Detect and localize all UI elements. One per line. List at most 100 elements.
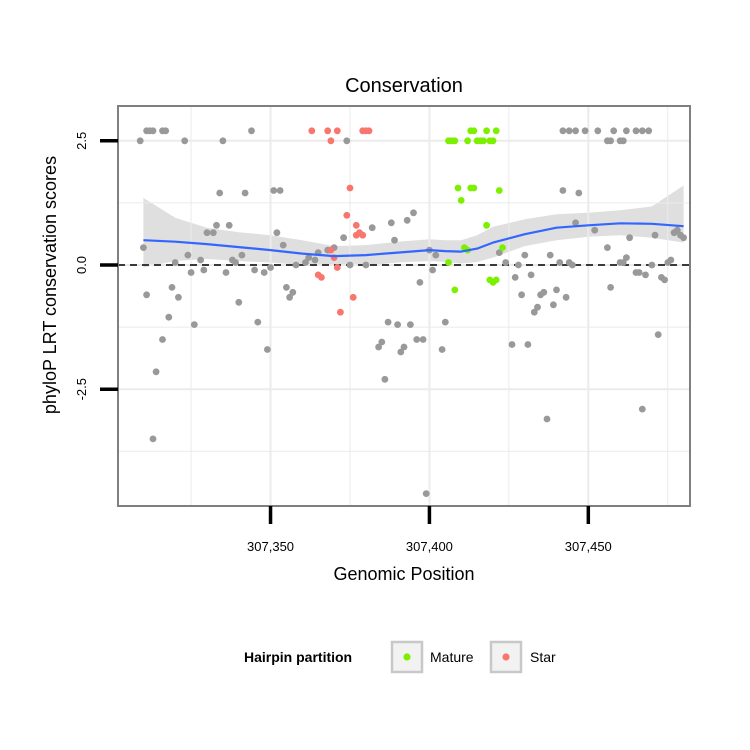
point-star (327, 137, 335, 145)
point-other (432, 251, 440, 259)
point-other (273, 229, 281, 237)
point-other (413, 336, 421, 343)
point-other (136, 137, 144, 145)
series-star (308, 127, 373, 316)
point-other (569, 261, 576, 269)
point-other (168, 284, 176, 291)
point-other (610, 127, 618, 135)
point-other (232, 259, 240, 266)
point-other (140, 244, 147, 252)
point-other (381, 375, 389, 383)
point-other (400, 343, 408, 351)
point-other (159, 336, 166, 343)
point-other (559, 127, 567, 135)
point-other (162, 127, 170, 135)
point-other (368, 224, 376, 232)
point-other (219, 137, 227, 145)
point-other (200, 266, 208, 274)
point-other (289, 288, 297, 296)
series-mature (445, 127, 506, 294)
point-other (619, 137, 627, 145)
point-other (235, 298, 243, 306)
point-mature (492, 127, 500, 135)
point-other (403, 216, 411, 224)
point-other (607, 284, 614, 291)
point-other (607, 137, 614, 145)
point-mature (451, 137, 459, 145)
point-other (213, 221, 220, 229)
legend: Hairpin partition Mature Star (244, 640, 556, 674)
point-other (187, 269, 195, 276)
legend-label-star: Star (530, 649, 556, 665)
point-other (642, 271, 649, 279)
point-other (397, 348, 405, 356)
point-mature (499, 244, 506, 252)
point-other (429, 266, 436, 274)
point-star (333, 127, 341, 135)
point-other (540, 288, 548, 296)
y-tick-label: 2.5 (74, 132, 89, 150)
point-other (190, 321, 198, 328)
point-other (635, 269, 643, 276)
point-star (333, 264, 341, 271)
point-other (648, 261, 656, 269)
point-other (645, 127, 653, 135)
point-mature (457, 197, 465, 204)
axes: 307,350 307,400 307,450 2.5 0.0 -2.5 (74, 132, 612, 554)
point-other (279, 241, 287, 249)
point-other (143, 291, 151, 299)
point-other (508, 341, 516, 348)
point-other (673, 226, 681, 234)
legend-item-mature: Mature (390, 640, 474, 674)
x-axis-label: Genomic Position (333, 564, 474, 584)
panel-border (117, 105, 691, 507)
point-other (264, 346, 271, 353)
point-other (394, 321, 401, 328)
point-other (171, 259, 179, 266)
point-other (495, 249, 503, 256)
point-other (346, 261, 354, 269)
loess-smooth-line (143, 222, 684, 258)
point-star (318, 274, 325, 281)
point-other (276, 187, 284, 194)
point-mature (470, 127, 478, 135)
point-mature (495, 187, 503, 194)
point-other (152, 368, 160, 376)
point-other (260, 269, 268, 276)
smooth-line-layer (143, 222, 684, 258)
point-other (238, 251, 246, 259)
gridlines (118, 106, 690, 506)
point-other (181, 137, 189, 145)
point-mature (492, 276, 500, 284)
point-mature (483, 221, 490, 229)
point-star (359, 231, 367, 239)
point-other (391, 236, 398, 244)
point-other (638, 127, 646, 135)
point-other (384, 318, 392, 326)
point-other (530, 308, 538, 316)
point-other (175, 293, 182, 301)
point-other (375, 343, 382, 351)
x-tick-label: 307,400 (406, 539, 453, 554)
point-other (197, 256, 205, 264)
point-other (149, 435, 157, 443)
point-other (562, 293, 570, 301)
point-star (308, 127, 316, 135)
point-star (327, 246, 335, 254)
point-other (581, 127, 589, 135)
x-tick-label: 307,450 (565, 539, 612, 554)
legend-dot-star (502, 653, 510, 661)
plot-background (118, 106, 690, 506)
point-star (324, 127, 332, 135)
point-other (543, 415, 551, 423)
point-other (251, 266, 258, 274)
point-other (416, 279, 424, 286)
point-mature (483, 127, 490, 135)
point-other (572, 219, 579, 227)
point-other (651, 231, 659, 239)
point-other (546, 251, 554, 259)
point-mature (470, 184, 478, 192)
point-mature (454, 184, 462, 192)
legend-item-star: Star (489, 640, 556, 674)
plot-panel (118, 106, 690, 506)
